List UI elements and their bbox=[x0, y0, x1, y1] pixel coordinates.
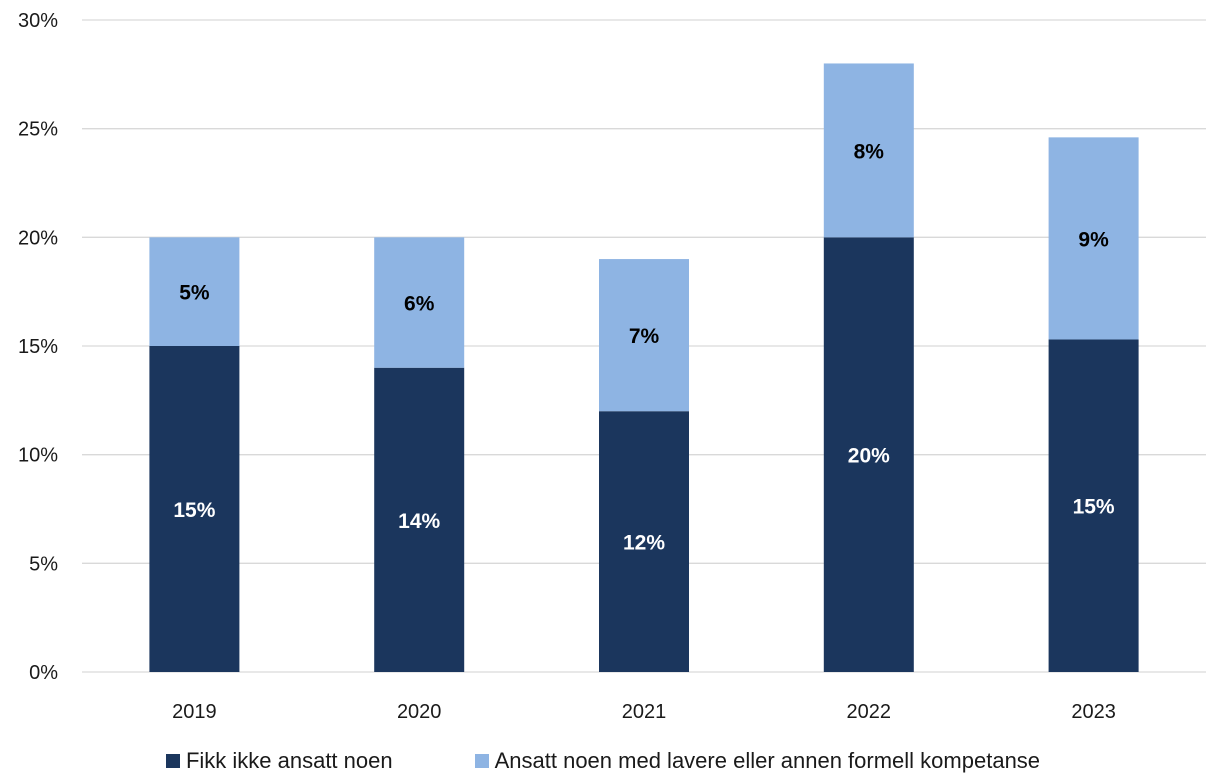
y-tick-label: 5% bbox=[29, 553, 58, 575]
y-tick-label: 25% bbox=[18, 119, 58, 141]
bar-segment-series-0 bbox=[823, 237, 914, 673]
data-label: 20% bbox=[848, 445, 890, 468]
y-tick-label: 20% bbox=[18, 227, 58, 249]
x-tick-label: 2023 bbox=[1071, 701, 1116, 723]
bar-segment-series-1 bbox=[599, 259, 689, 412]
bar-segment-series-1 bbox=[823, 63, 914, 238]
bar-segment-series-0 bbox=[599, 411, 689, 672]
y-tick-label: 0% bbox=[29, 662, 58, 684]
legend-label-series-0: Fikk ikke ansatt noen bbox=[185, 748, 393, 773]
y-tick-label: 30% bbox=[18, 10, 58, 32]
bar-segment-series-1 bbox=[149, 237, 240, 346]
legend-swatch-series-0 bbox=[165, 754, 180, 768]
bar-segment-series-0 bbox=[149, 346, 240, 672]
bar-segment-series-0 bbox=[374, 367, 465, 672]
data-label: 9% bbox=[1078, 228, 1109, 251]
legend-item-series-0: Fikk ikke ansatt noen bbox=[165, 748, 393, 774]
y-tick-label: 15% bbox=[18, 336, 58, 358]
stacked-bar-chart: 0% 5% 10% 15% 20% 25% 30% 15% 5% 2019 14% 6% 2020 12%… bbox=[18, 10, 1206, 723]
x-tick-label: 2021 bbox=[622, 701, 667, 723]
data-label: 15% bbox=[1073, 496, 1115, 519]
x-tick-label: 2019 bbox=[172, 701, 217, 723]
data-label: 12% bbox=[623, 532, 665, 555]
bar-segment-series-0 bbox=[1048, 339, 1139, 672]
data-label: 14% bbox=[398, 510, 440, 533]
x-tick-label: 2020 bbox=[397, 701, 442, 723]
data-label: 7% bbox=[629, 325, 660, 348]
legend-label-series-1: Ansatt noen med lavere eller annen forme… bbox=[494, 748, 1041, 773]
data-label: 15% bbox=[173, 499, 215, 522]
chart-legend: Fikk ikke ansatt noen Ansatt noen med la… bbox=[0, 748, 1206, 774]
legend-swatch-series-1 bbox=[474, 754, 489, 768]
x-tick-label: 2022 bbox=[847, 701, 892, 723]
legend-item-series-1: Ansatt noen med lavere eller annen forme… bbox=[474, 748, 1041, 774]
bar-segment-series-1 bbox=[374, 237, 465, 368]
data-label: 8% bbox=[854, 140, 885, 163]
bar-segment-series-1 bbox=[1048, 137, 1139, 340]
y-tick-label: 10% bbox=[18, 445, 58, 467]
data-label: 6% bbox=[404, 293, 435, 316]
data-label: 5% bbox=[179, 282, 210, 305]
